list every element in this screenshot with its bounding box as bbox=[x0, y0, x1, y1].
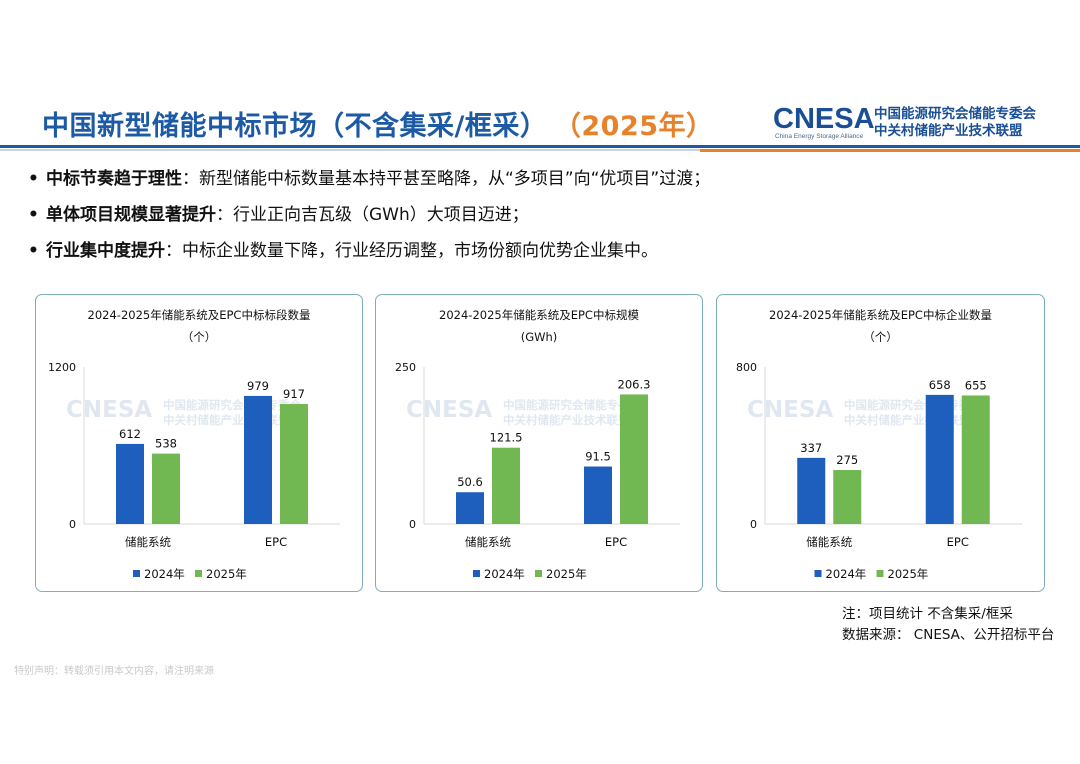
chart-bid-companies: 2024-2025年储能系统及EPC中标企业数量 （个） CNESA 中国能源研究会储… bbox=[736, 308, 1022, 581]
y-tick-label: 1200 bbox=[48, 361, 76, 374]
x-tick-label: EPC bbox=[265, 535, 287, 549]
footer-disclaimer: 特别声明：转载须引用本文内容，请注明来源 bbox=[14, 666, 214, 677]
legend-label: 2024年 bbox=[484, 567, 525, 581]
watermark-logo: CNESA bbox=[747, 397, 833, 423]
bullet-marker: • bbox=[28, 241, 39, 261]
bullet-heading: 中标节奏趋于理性 bbox=[46, 169, 182, 189]
chart-bid-sections: 2024-2025年储能系统及EPC中标标段数量（个）CNESA 中国能源研究会储… bbox=[48, 308, 340, 581]
bullet-text: ：中标企业数量下降，行业经历调整，市场份额向优势企业集中。 bbox=[165, 241, 658, 261]
chart-notes: 注：项目统计 不含集采/框采 数据来源： CNESA、公开招标平台 bbox=[842, 604, 1054, 646]
bar-2024 bbox=[456, 492, 484, 524]
note-source: 数据来源： CNESA、公开招标平台 bbox=[842, 627, 1055, 643]
chart-unit: (GWh) bbox=[521, 330, 558, 344]
y-tick-label: 800 bbox=[736, 361, 757, 374]
data-label: 658 bbox=[929, 378, 951, 392]
watermark-logo: CNESA bbox=[406, 397, 492, 423]
y-tick-label: 250 bbox=[395, 361, 416, 374]
bar-2024 bbox=[584, 466, 612, 524]
data-label: 275 bbox=[836, 453, 858, 467]
chart-panel-bid-companies: 2024-2025年储能系统及EPC中标企业数量 （个） CNESA 中国能源研究会储… bbox=[716, 294, 1045, 592]
bullet-marker: • bbox=[28, 169, 39, 189]
note-scope: 注：项目统计 不含集采/框采 bbox=[842, 606, 1013, 622]
bullet-marker: • bbox=[28, 205, 39, 225]
watermark-line1: 中国能源研究会储能专委会 bbox=[844, 398, 982, 412]
bullet-text: ：行业正向吉瓦级（GWh）大项目迈进； bbox=[216, 205, 529, 225]
logo-text: CNESA bbox=[773, 103, 875, 135]
bar-2025 bbox=[492, 447, 520, 524]
header-rule-gray bbox=[0, 149, 700, 151]
bullet-item: • 单体项目规模显著提升：行业正向吉瓦级（GWh）大项目迈进； bbox=[28, 200, 710, 236]
data-label: 979 bbox=[247, 379, 269, 393]
header-rule-orange bbox=[700, 149, 1080, 152]
bar-2024 bbox=[116, 443, 144, 524]
legend-swatch-2024 bbox=[473, 570, 480, 577]
chart-panel-bid-sections: 2024-2025年储能系统及EPC中标标段数量 （个） CNESA 中国能源研究会储… bbox=[35, 294, 363, 592]
legend-swatch-2025 bbox=[195, 570, 202, 577]
chart-panel-bid-scale: 2024-2025年储能系统及EPC中标规模 (GWh) CNESA 中国能源研究会储… bbox=[375, 294, 703, 592]
bullet-item: • 行业集中度提升：中标企业数量下降，行业经历调整，市场份额向优势企业集中。 bbox=[28, 236, 710, 272]
chart-title: 2024-2025年储能系统及EPC中标规模 bbox=[439, 308, 639, 322]
bullet-heading: 单体项目规模显著提升 bbox=[46, 205, 216, 225]
key-points: • 中标节奏趋于理性：新型储能中标数量基本持平甚至略降，从“多项目”向“优项目”过… bbox=[28, 164, 710, 272]
watermark-line1: 中国能源研究会储能专委会 bbox=[503, 398, 641, 412]
watermark-line2: 中关村储能产业技术联盟 bbox=[503, 413, 630, 427]
bar-2025 bbox=[152, 453, 180, 524]
data-label: 655 bbox=[965, 378, 987, 392]
x-tick-label: EPC bbox=[947, 535, 969, 549]
data-label: 538 bbox=[155, 437, 177, 451]
data-label: 121.5 bbox=[490, 431, 523, 445]
legend-swatch-2025 bbox=[876, 570, 884, 577]
chart-title: 2024-2025年储能系统及EPC中标标段数量 bbox=[88, 308, 311, 322]
legend-swatch-2024 bbox=[133, 570, 140, 577]
title-year: （2025年） bbox=[567, 111, 714, 142]
bar-2025 bbox=[961, 395, 990, 524]
x-tick-label: 储能系统 bbox=[806, 535, 852, 549]
bar-2025 bbox=[280, 404, 308, 524]
bullet-item: • 中标节奏趋于理性：新型储能中标数量基本持平甚至略降，从“多项目”向“优项目”过… bbox=[28, 164, 710, 200]
data-label: 50.6 bbox=[457, 475, 483, 489]
logo-org-line2: 中关村储能产业技术联盟 bbox=[874, 123, 1023, 139]
bar-2025 bbox=[833, 470, 862, 524]
legend-swatch-2024 bbox=[814, 570, 822, 577]
x-tick-label: EPC bbox=[605, 535, 627, 549]
x-tick-label: 储能系统 bbox=[465, 535, 511, 549]
chart-bid-scale: 2024-2025年储能系统及EPC中标规模 (GWh) CNESA 中国能源研究会储… bbox=[395, 308, 680, 581]
bullet-heading: 行业集中度提升 bbox=[46, 241, 165, 261]
bullet-text: ：新型储能中标数量基本持平甚至略降，从“多项目”向“优项目”过渡； bbox=[182, 169, 711, 189]
legend-label: 2024年 bbox=[826, 567, 867, 581]
bar-2024 bbox=[797, 457, 826, 524]
data-label: 91.5 bbox=[585, 450, 611, 464]
data-label: 917 bbox=[283, 387, 305, 401]
y-tick-label: 0 bbox=[750, 518, 757, 531]
legend-label: 2024年 bbox=[144, 567, 185, 581]
chart-unit: （个） bbox=[182, 330, 217, 344]
y-tick-label: 0 bbox=[409, 518, 416, 531]
page-title: 中国新型储能中标市场（不含集采/框采） （2025年） bbox=[42, 111, 714, 142]
legend-label: 2025年 bbox=[888, 567, 929, 581]
header-rule-blue bbox=[0, 145, 1080, 148]
data-label: 337 bbox=[800, 441, 822, 455]
data-label: 206.3 bbox=[618, 377, 651, 391]
watermark-logo: CNESA bbox=[66, 397, 152, 423]
bar-2025 bbox=[620, 394, 648, 524]
logo-org-line1: 中国能源研究会储能专委会 bbox=[874, 106, 1036, 122]
data-label: 612 bbox=[119, 427, 141, 441]
y-tick-label: 0 bbox=[69, 518, 76, 531]
logo-subtext: China Energy Storage Alliance bbox=[775, 133, 864, 140]
bar-2024 bbox=[244, 395, 272, 524]
bar-2024 bbox=[925, 394, 954, 524]
legend-swatch-2025 bbox=[535, 570, 542, 577]
legend-label: 2025年 bbox=[206, 567, 247, 581]
legend-label: 2025年 bbox=[546, 567, 587, 581]
x-tick-label: 储能系统 bbox=[125, 535, 171, 549]
chart-title: 2024-2025年储能系统及EPC中标企业数量 bbox=[769, 308, 992, 322]
chart-unit: （个） bbox=[863, 330, 898, 344]
logo-org: 中国能源研究会储能专委会 中关村储能产业技术联盟 bbox=[874, 106, 1036, 140]
